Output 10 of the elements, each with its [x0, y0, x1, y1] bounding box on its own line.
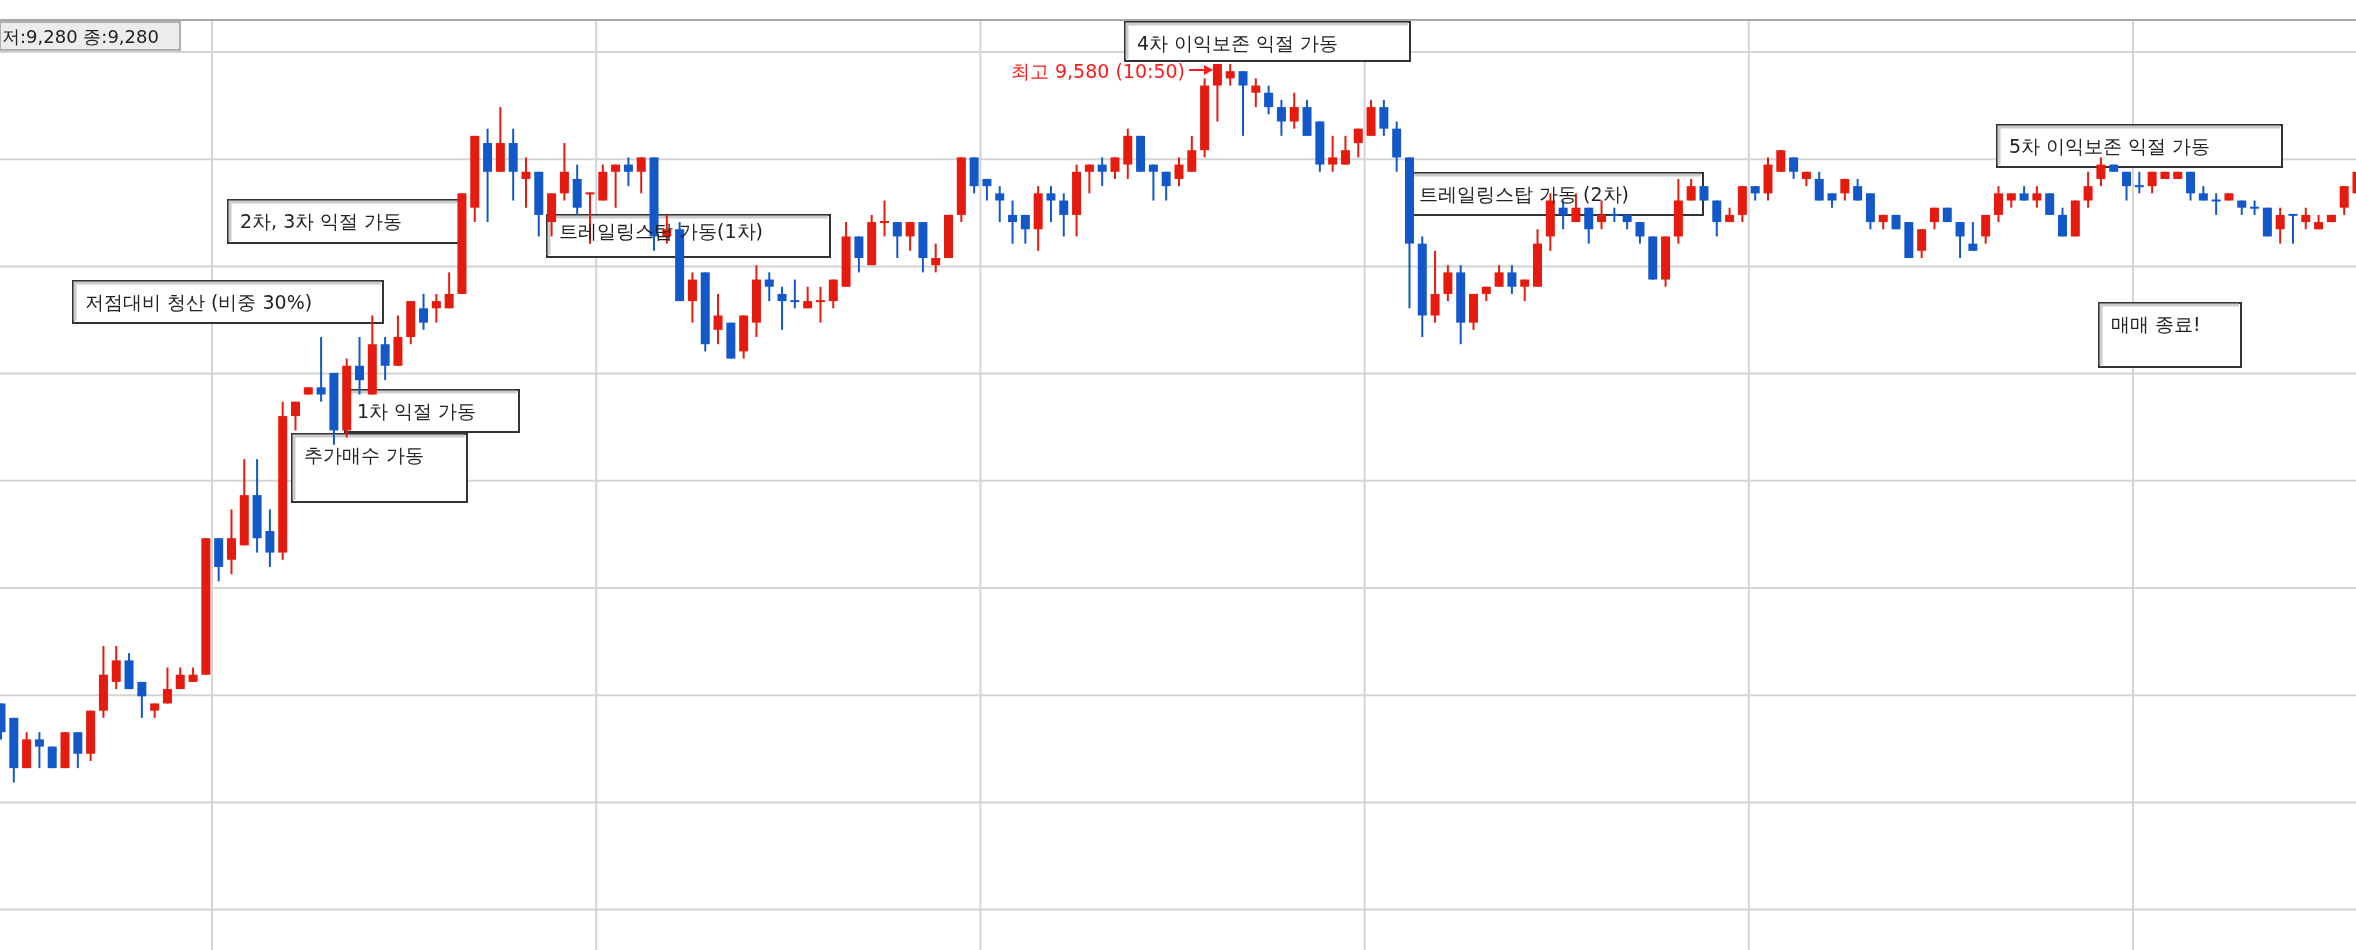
annotation: 1차 익절 가동: [357, 400, 477, 422]
text: 4차 이익보존 익절 가동: [1137, 32, 1339, 54]
annotation: 저점대비 청산 (비중 30%): [85, 291, 313, 313]
annotation: 5차 이익보존 익절 가동: [2009, 135, 2211, 157]
annotation: 2차, 3차 익절 가동: [240, 210, 403, 232]
text: 저:9,280 종:9,280: [2, 26, 159, 47]
annotation: 매매 종료!: [2111, 313, 2201, 335]
note-high: 최고 9,580 (10:50): [1010, 60, 1185, 82]
annotation: 트레일링스탑 가동 (2차): [1419, 183, 1629, 205]
annotation: 추가매수 가동: [304, 444, 425, 466]
